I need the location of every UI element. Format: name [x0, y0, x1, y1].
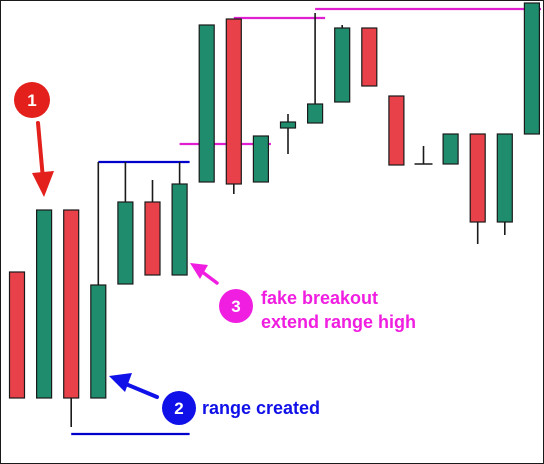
candle-9-body: [225, 18, 242, 185]
annotation-1-arrowhead: [32, 171, 54, 197]
candle-14: [361, 27, 378, 87]
candle-1: [8, 271, 26, 399]
annotation-2-arrowhead: [109, 373, 132, 392]
annotation-3-arrow: [199, 269, 219, 285]
candle-3: [63, 209, 80, 427]
candle-7-body: [171, 183, 188, 276]
annotation-1: 1: [14, 82, 54, 197]
annotation-3-label-line1: fake breakout: [261, 288, 378, 308]
candle-10: [252, 135, 269, 183]
candle-18-body: [469, 133, 486, 223]
candle-17-body: [442, 133, 459, 165]
annotation-3-badge: [219, 289, 253, 323]
candle-18: [469, 133, 486, 244]
candles-layer: [8, 2, 541, 427]
candle-19-body: [496, 133, 513, 223]
candle-8-body: [198, 24, 215, 183]
levels-layer: [71, 7, 541, 436]
candle-14-body: [361, 27, 378, 87]
candle-15-body: [388, 95, 405, 166]
candle-6: [144, 180, 161, 276]
candle-20: [523, 2, 541, 135]
candle-8: [198, 24, 215, 183]
annotation-1-number: 1: [27, 91, 36, 110]
annotation-3: 3 fake breakout extend range high: [190, 263, 416, 332]
candle-4-body: [90, 284, 107, 399]
annotation-2-badge: [162, 391, 196, 425]
candle-12: [307, 13, 324, 124]
candle-11-body: [279, 121, 297, 129]
candle-7: [171, 162, 188, 276]
candle-5-body: [117, 201, 134, 285]
annotation-2: 2 range created: [109, 373, 320, 425]
candle-15: [388, 95, 405, 166]
annotation-1-arrow: [36, 121, 45, 181]
candle-1-body: [8, 271, 26, 399]
candle-13: [334, 25, 351, 103]
candle-20-body: [523, 2, 541, 135]
annotation-1-badge: [14, 82, 50, 118]
candle-16: [414, 146, 433, 165]
candle-19: [496, 133, 513, 235]
candle-17: [442, 133, 459, 165]
candle-13-body: [334, 27, 351, 103]
candle-6-body: [144, 201, 161, 276]
candle-4: [90, 162, 107, 399]
candle-10-body: [252, 135, 269, 183]
candle-5: [117, 162, 134, 285]
candle-12-body: [307, 103, 324, 124]
candle-11: [279, 114, 297, 154]
annotation-3-arrowhead: [190, 263, 208, 279]
candle-2-body: [35, 209, 53, 399]
candle-3-body: [63, 209, 80, 399]
annotation-3-number: 3: [231, 297, 240, 316]
annotation-2-label: range created: [202, 398, 320, 418]
candle-9: [225, 18, 242, 194]
candle-2: [35, 209, 53, 399]
annotation-3-label-line2: extend range high: [261, 312, 416, 332]
annotation-2-number: 2: [174, 399, 183, 418]
